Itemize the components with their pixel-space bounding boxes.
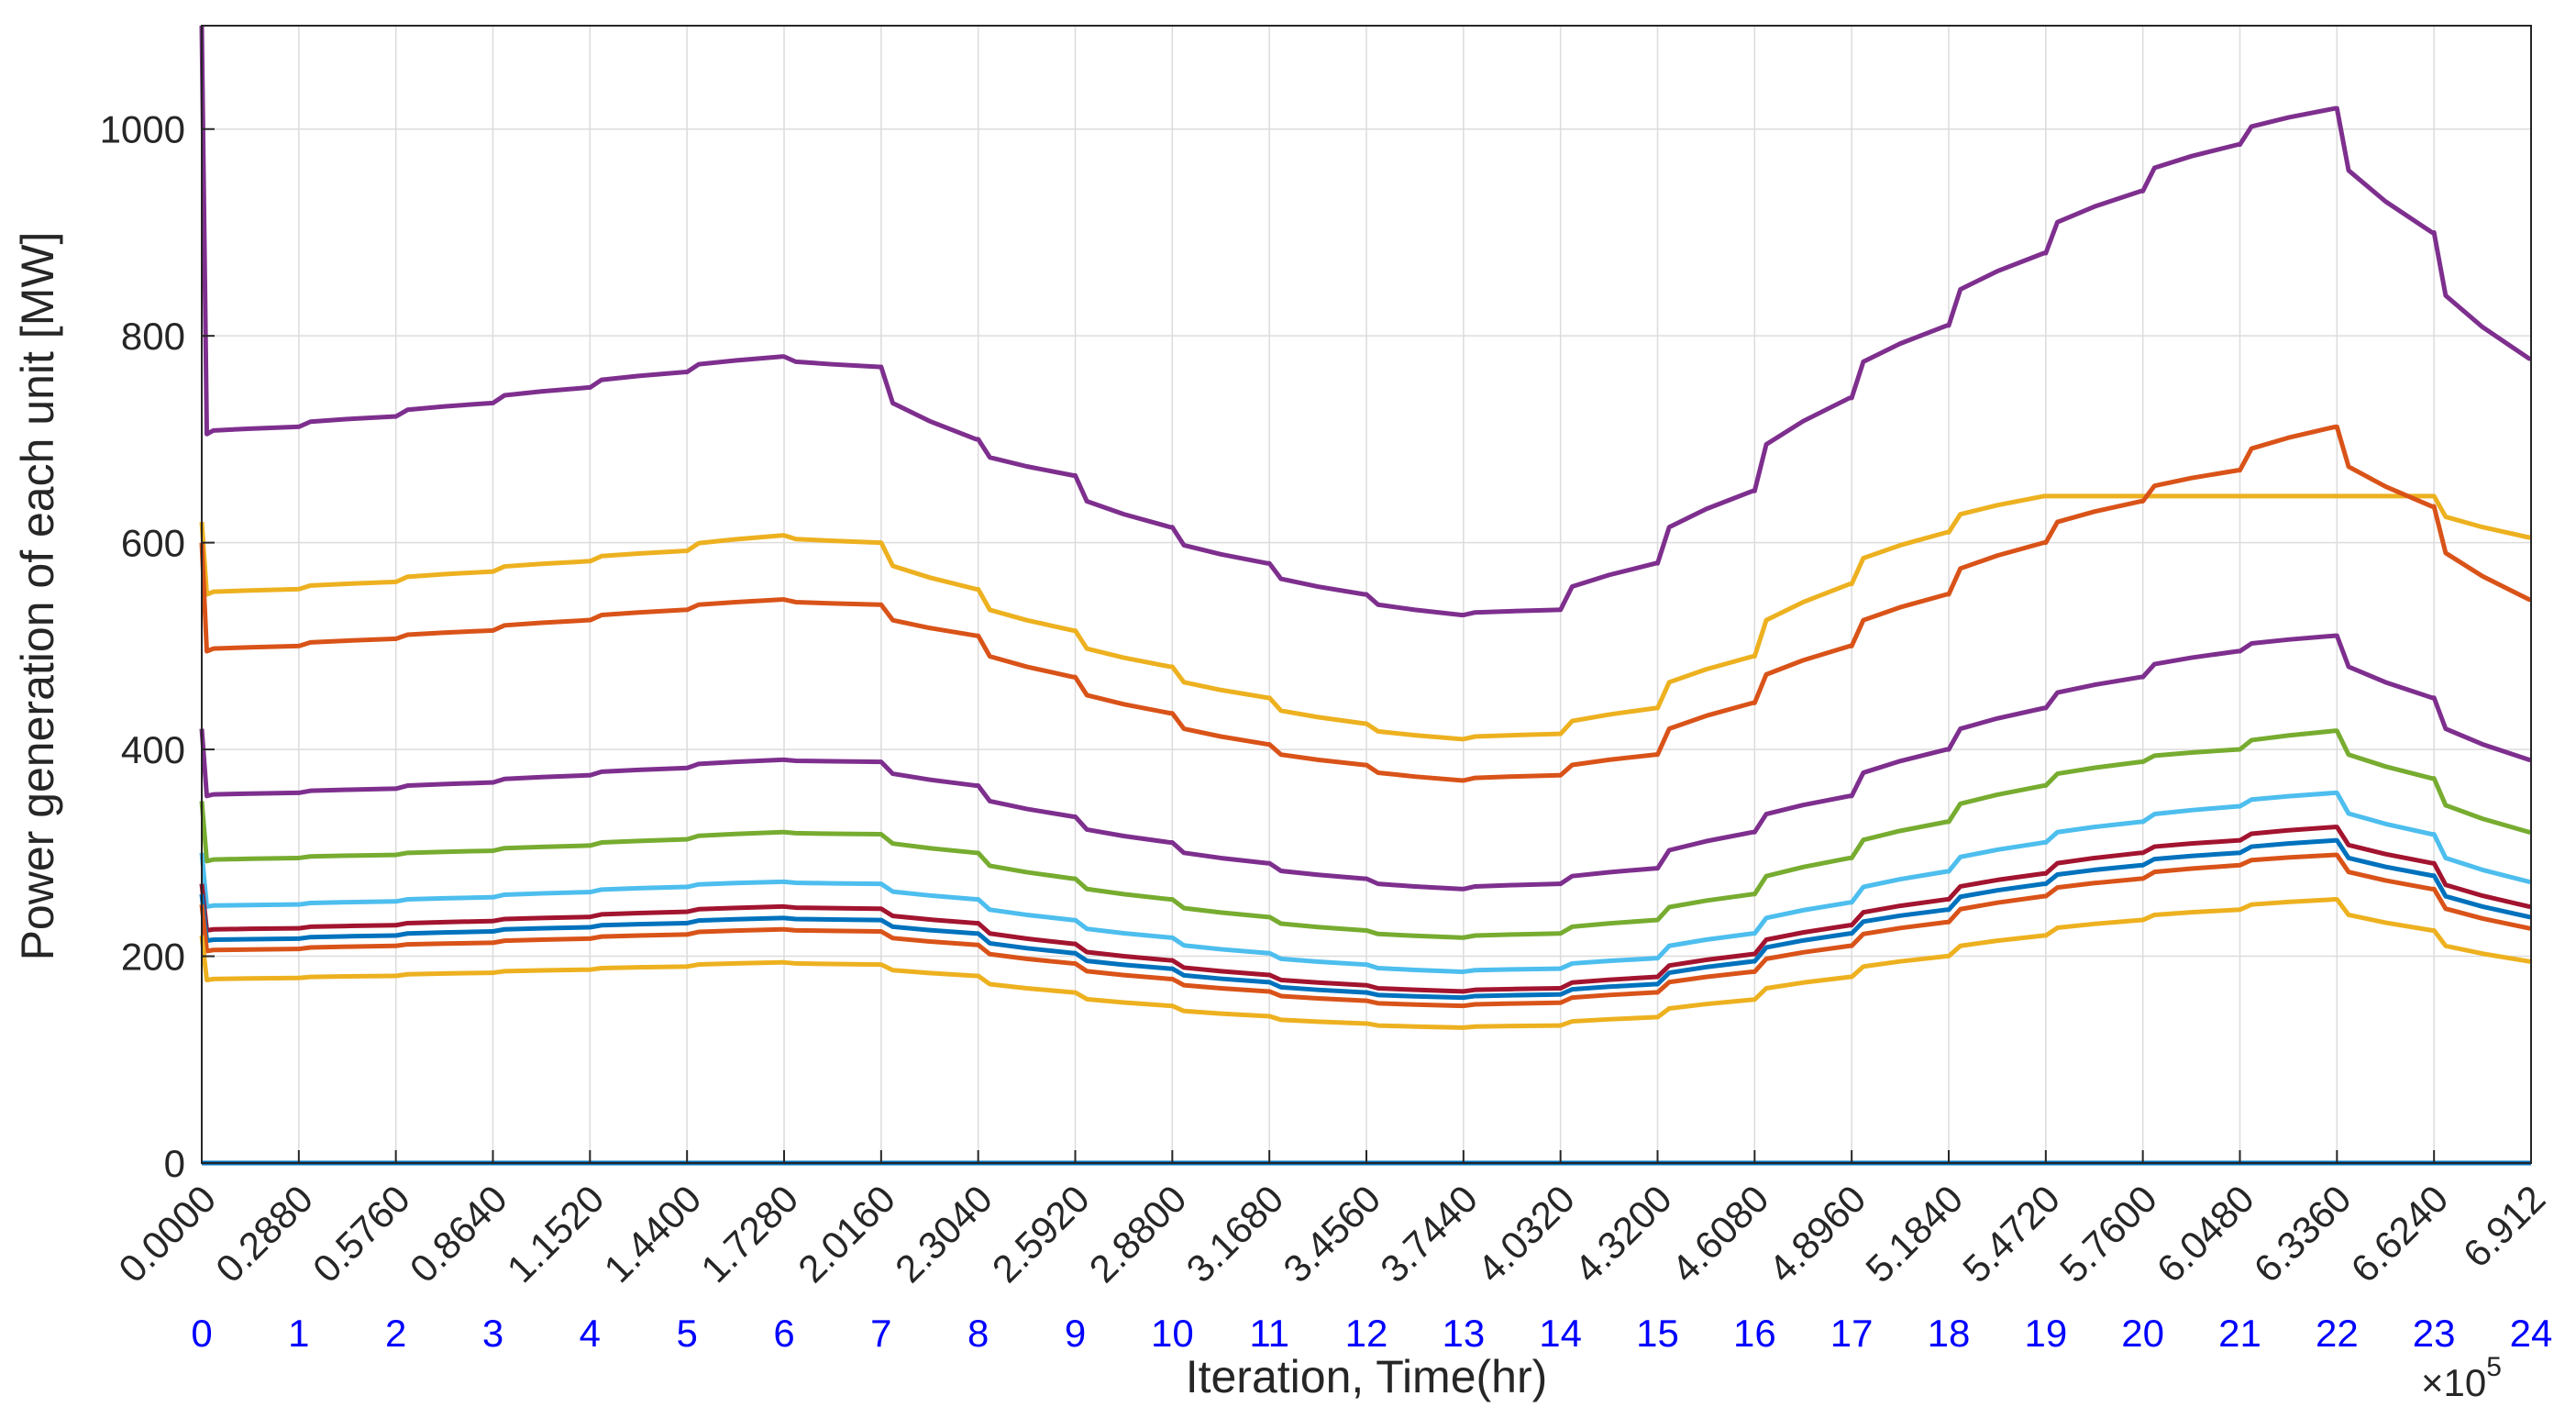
hour-labels: 0 1 2 3 4 5 6 7 8 9 10 11 12 13 14 15 16 17 18 19 20 21 22 23 24 bbox=[191, 1312, 2552, 1355]
x-tick-label: 4.8960 bbox=[1760, 1177, 1874, 1291]
x-tick-label: 6.912 bbox=[2455, 1177, 2554, 1276]
x-tick-label: 6.6240 bbox=[2342, 1177, 2456, 1291]
hour-label: 8 bbox=[967, 1312, 989, 1355]
y-tick-label: 400 bbox=[121, 728, 185, 771]
x-tick-label: 5.1840 bbox=[1857, 1177, 1971, 1291]
x-tick-label: 0.5760 bbox=[304, 1177, 418, 1291]
series-line-6 bbox=[199, 790, 2532, 974]
x-exponent-base: ×10 bbox=[2421, 1361, 2486, 1404]
x-tick-label: 2.8800 bbox=[1081, 1177, 1195, 1291]
series-line-5 bbox=[199, 728, 2532, 940]
hour-label: 2 bbox=[385, 1312, 406, 1355]
x-tick-label: 0.0000 bbox=[110, 1177, 224, 1291]
series-line-9 bbox=[199, 852, 2532, 1009]
hour-label: 15 bbox=[1636, 1312, 1679, 1355]
x-tick-label: 5.7600 bbox=[2051, 1177, 2165, 1291]
hour-label: 14 bbox=[1539, 1312, 1582, 1355]
x-tick-labels: 0.00000.28800.57600.86401.15201.44001.72… bbox=[110, 1150, 2553, 1291]
y-tick-label: 600 bbox=[121, 522, 185, 565]
hour-label: 18 bbox=[1928, 1312, 1971, 1355]
x-tick-label: 1.4400 bbox=[595, 1177, 709, 1291]
x-tick-label: 1.7280 bbox=[692, 1177, 806, 1291]
x-tick-label: 2.3040 bbox=[887, 1177, 1001, 1291]
hour-label: 11 bbox=[1249, 1312, 1289, 1355]
y-tick-labels: 0 200 400 600 800 1000 bbox=[100, 108, 215, 1185]
y-tick-label: 800 bbox=[121, 315, 185, 358]
x-tick-label: 2.5920 bbox=[984, 1177, 1098, 1291]
hour-label: 5 bbox=[676, 1312, 697, 1355]
x-exponent-power: 5 bbox=[2486, 1352, 2502, 1382]
hour-label: 16 bbox=[1733, 1312, 1776, 1355]
series-line-3 bbox=[199, 424, 2532, 783]
x-tick-label: 4.3200 bbox=[1566, 1177, 1680, 1291]
series-line-10 bbox=[199, 897, 2532, 1030]
x-tick-label: 5.4720 bbox=[1954, 1177, 2068, 1291]
x-tick-label: 0.2880 bbox=[207, 1177, 321, 1291]
hour-label: 0 bbox=[191, 1312, 212, 1355]
hour-label: 1 bbox=[288, 1312, 309, 1355]
series-line-4 bbox=[199, 633, 2532, 892]
hour-label: 10 bbox=[1151, 1312, 1194, 1355]
series-line-8 bbox=[199, 837, 2532, 1001]
hour-label: 4 bbox=[580, 1312, 601, 1355]
hour-label: 22 bbox=[2316, 1312, 2359, 1355]
x-exponent-label: ×105 bbox=[2421, 1352, 2502, 1404]
series-line-1 bbox=[199, 25, 2532, 618]
hour-label: 12 bbox=[1345, 1312, 1388, 1355]
x-tick-label: 6.0480 bbox=[2149, 1177, 2262, 1291]
x-tick-label: 3.1680 bbox=[1177, 1177, 1291, 1291]
hour-label: 23 bbox=[2413, 1312, 2456, 1355]
series-line-7 bbox=[199, 825, 2532, 994]
y-tick-label: 200 bbox=[121, 936, 185, 979]
hour-label: 21 bbox=[2218, 1312, 2261, 1355]
y-tick-label: 1000 bbox=[100, 108, 185, 151]
hour-label: 19 bbox=[2024, 1312, 2067, 1355]
hour-label: 17 bbox=[1830, 1312, 1874, 1355]
x-tick-label: 3.7440 bbox=[1372, 1177, 1486, 1291]
x-tick-label: 0.8640 bbox=[402, 1177, 515, 1291]
hour-label: 7 bbox=[870, 1312, 891, 1355]
x-tick-label: 2.0160 bbox=[790, 1177, 903, 1291]
series-line-2 bbox=[199, 493, 2532, 742]
x-tick-label: 6.3360 bbox=[2246, 1177, 2360, 1291]
hour-label: 9 bbox=[1065, 1312, 1086, 1355]
x-tick-label: 4.6080 bbox=[1664, 1177, 1777, 1291]
y-tick-label: 0 bbox=[164, 1142, 185, 1185]
hour-label: 20 bbox=[2121, 1312, 2164, 1355]
hour-label: 6 bbox=[773, 1312, 794, 1355]
hour-label: 3 bbox=[482, 1312, 503, 1355]
x-tick-label: 3.4560 bbox=[1275, 1177, 1388, 1291]
hour-label: 24 bbox=[2510, 1312, 2553, 1355]
x-tick-label: 4.0320 bbox=[1469, 1177, 1583, 1291]
x-tick-label: 1.1520 bbox=[499, 1177, 613, 1291]
y-axis-title: Power generation of each unit [MW] bbox=[12, 232, 63, 961]
x-axis-title: Iteration, Time(hr) bbox=[1186, 1351, 1548, 1402]
hour-label: 13 bbox=[1442, 1312, 1485, 1355]
